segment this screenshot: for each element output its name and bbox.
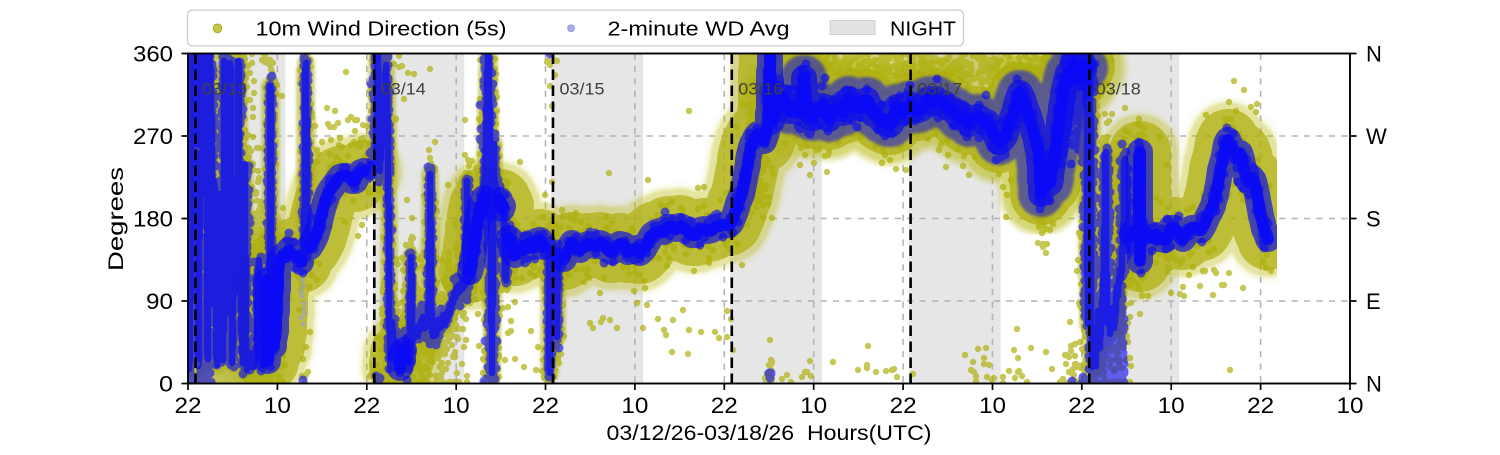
- svg-text:03/12/26-03/18/26 Hours(UTC): 03/12/26-03/18/26 Hours(UTC): [607, 422, 932, 445]
- svg-text:03/13: 03/13: [202, 80, 247, 99]
- svg-text:10: 10: [621, 393, 648, 418]
- svg-text:10: 10: [979, 393, 1006, 418]
- svg-text:2-minute WD Avg: 2-minute WD Avg: [608, 19, 790, 41]
- svg-text:N: N: [1366, 371, 1382, 396]
- svg-text:22: 22: [532, 393, 559, 418]
- svg-text:10m Wind Direction (5s): 10m Wind Direction (5s): [256, 19, 507, 41]
- svg-text:03/14: 03/14: [381, 80, 426, 99]
- svg-text:03/17: 03/17: [917, 80, 962, 99]
- svg-text:22: 22: [175, 393, 202, 418]
- svg-text:W: W: [1366, 124, 1387, 149]
- svg-text:10: 10: [1158, 393, 1185, 418]
- svg-text:S: S: [1366, 206, 1381, 231]
- svg-text:22: 22: [353, 393, 380, 418]
- svg-text:22: 22: [890, 393, 917, 418]
- svg-text:0: 0: [159, 371, 173, 396]
- svg-text:N: N: [1366, 41, 1382, 66]
- svg-text:22: 22: [1247, 393, 1274, 418]
- svg-text:270: 270: [133, 124, 173, 149]
- svg-text:Degrees: Degrees: [105, 167, 128, 271]
- svg-text:NIGHT: NIGHT: [890, 19, 956, 41]
- svg-text:360: 360: [133, 41, 173, 66]
- svg-text:E: E: [1366, 289, 1381, 314]
- svg-text:03/18: 03/18: [1096, 80, 1141, 99]
- svg-text:03/15: 03/15: [560, 80, 605, 99]
- svg-text:03/16: 03/16: [738, 80, 783, 99]
- svg-text:90: 90: [146, 289, 173, 314]
- svg-text:10: 10: [264, 393, 291, 418]
- svg-text:22: 22: [1068, 393, 1095, 418]
- svg-text:10: 10: [1337, 393, 1364, 418]
- svg-text:180: 180: [133, 206, 173, 231]
- svg-text:22: 22: [711, 393, 738, 418]
- svg-text:10: 10: [800, 393, 827, 418]
- svg-text:10: 10: [443, 393, 470, 418]
